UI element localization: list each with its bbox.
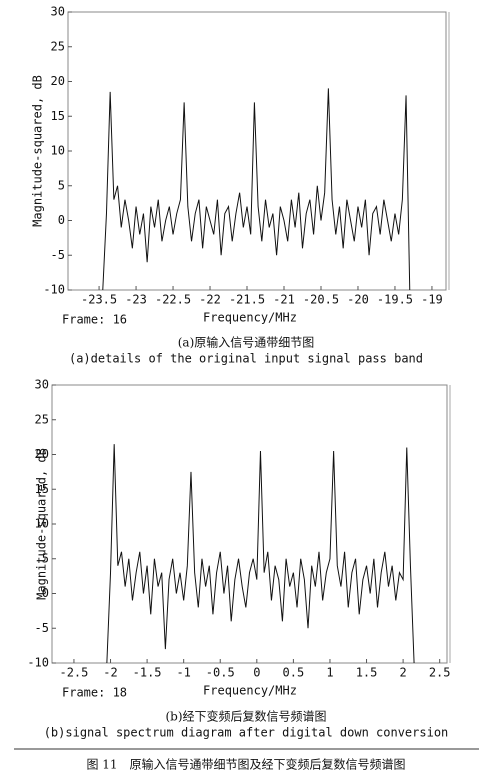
frame-label: Frame: 18 xyxy=(62,686,127,700)
x-tick-label: -1.5 xyxy=(133,666,162,680)
y-tick-label: 30 xyxy=(51,5,65,19)
x-tick-label: -21.5 xyxy=(229,293,265,307)
caption-zh: (a)原输入信号通带细节图 xyxy=(178,335,315,350)
x-tick-label: 1 xyxy=(326,666,333,680)
y-tick-label: 5 xyxy=(58,178,65,192)
y-axis-label: Magnitude-squared, dB xyxy=(35,448,49,600)
caption-en: (b)signal spectrum diagram after digital… xyxy=(44,726,449,740)
plot-frame xyxy=(67,11,447,291)
x-tick-label: -21 xyxy=(273,293,295,307)
x-tick-label: -19.5 xyxy=(377,293,413,307)
y-tick-label: 10 xyxy=(51,144,65,158)
x-tick-label: -22.5 xyxy=(155,293,191,307)
frame-label: Frame: 16 xyxy=(62,313,127,327)
y-tick-label: 20 xyxy=(35,447,49,461)
x-tick-label: -19 xyxy=(421,293,443,307)
caption-en: (a)details of the original input signal … xyxy=(69,352,423,366)
x-axis-label: Frequency/MHz xyxy=(203,684,297,698)
x-tick-label: -2.5 xyxy=(59,666,88,680)
x-tick-label: -2 xyxy=(103,666,117,680)
y-tick-label: 5 xyxy=(42,551,49,565)
x-tick-label: -20.5 xyxy=(303,293,339,307)
y-tick-label: -10 xyxy=(43,283,65,297)
y-tick-label: 15 xyxy=(51,109,65,123)
x-tick-label: -0.5 xyxy=(206,666,235,680)
y-tick-label: -5 xyxy=(51,248,65,262)
x-tick-label: 0.5 xyxy=(283,666,305,680)
x-tick-label: -23 xyxy=(125,293,147,307)
spectrum-line xyxy=(106,444,415,664)
spectrum-line xyxy=(102,88,411,291)
x-tick-label: -23.5 xyxy=(81,293,117,307)
y-tick-label: -10 xyxy=(27,656,49,670)
plot-frame xyxy=(51,384,448,664)
y-tick-label: 25 xyxy=(51,39,65,53)
figure-caption: 图 11 原输入信号通带细节图及经下变频后复数信号频谱图 xyxy=(86,757,405,772)
x-axis-label: Frequency/MHz xyxy=(203,311,297,325)
x-tick-label: 1.5 xyxy=(356,666,378,680)
x-tick-label: -1 xyxy=(176,666,190,680)
x-tick-label: -22 xyxy=(199,293,221,307)
y-tick-label: 0 xyxy=(42,586,49,600)
caption-zh: (b)经下变频后复数信号频谱图 xyxy=(165,709,326,724)
x-tick-label: 0 xyxy=(253,666,260,680)
y-tick-label: -5 xyxy=(35,621,49,635)
x-tick-label: 2.5 xyxy=(429,666,451,680)
x-tick-label: -20 xyxy=(347,293,369,307)
y-axis-label: Magnitude-squared, dB xyxy=(31,75,45,227)
y-tick-label: 10 xyxy=(35,517,49,531)
x-tick-label: 2 xyxy=(399,666,406,680)
y-tick-label: 20 xyxy=(51,74,65,88)
y-tick-label: 30 xyxy=(35,378,49,392)
y-tick-label: 0 xyxy=(58,213,65,227)
y-tick-label: 25 xyxy=(35,412,49,426)
y-tick-label: 15 xyxy=(35,482,49,496)
